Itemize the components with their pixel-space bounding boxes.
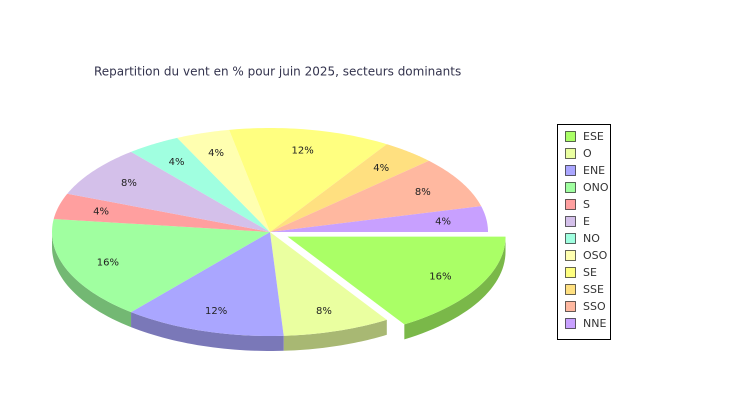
slice (131, 232, 284, 336)
data-label: 4% (208, 148, 224, 159)
slice-side (131, 312, 284, 351)
legend-label: O (583, 147, 592, 160)
legend-label: ONO (583, 181, 609, 194)
slice (270, 232, 387, 336)
legend-label: NO (583, 232, 600, 245)
data-label: 4% (435, 217, 451, 228)
slice (270, 160, 482, 232)
legend-swatch (565, 199, 576, 210)
slice (53, 193, 270, 232)
slice (270, 144, 429, 232)
slice (287, 236, 506, 325)
legend-swatch (565, 148, 576, 159)
legend-swatch (565, 131, 576, 142)
slice (177, 129, 270, 232)
legend-label: ESE (583, 130, 604, 143)
legend-label: OSO (583, 249, 608, 262)
legend-label: ENE (583, 164, 605, 177)
data-label: 4% (93, 206, 109, 217)
legend-swatch (565, 233, 576, 244)
data-label: 8% (415, 187, 431, 198)
slice (67, 151, 271, 232)
legend-swatch (565, 250, 576, 261)
slice-side (404, 236, 506, 340)
legend-label: SSE (583, 283, 604, 296)
chart-title: Repartition du vent en % pour juin 2025,… (94, 65, 461, 79)
legend-swatch (565, 301, 576, 312)
legend-label: E (583, 215, 590, 228)
legend-label: S (583, 198, 590, 211)
data-label: 16% (97, 258, 119, 269)
data-label: 4% (169, 157, 185, 168)
legend-swatch (565, 182, 576, 193)
legend-label: NNE (583, 317, 606, 330)
data-label: 8% (316, 306, 332, 317)
data-label: 16% (429, 272, 451, 283)
data-label: 12% (292, 145, 314, 156)
legend-swatch (565, 267, 576, 278)
slice (131, 137, 270, 232)
legend-swatch (565, 165, 576, 176)
slice (52, 218, 270, 313)
slice (229, 128, 387, 232)
legend-swatch (565, 216, 576, 227)
data-label: 12% (205, 306, 227, 317)
slice-side (283, 319, 387, 351)
data-label: 4% (373, 163, 389, 174)
legend-label: SSO (583, 300, 606, 313)
legend-swatch (565, 318, 576, 329)
data-label: 8% (121, 178, 137, 189)
legend-swatch (565, 284, 576, 295)
slice-side (52, 232, 132, 328)
legend-label: SE (583, 266, 597, 279)
slice (270, 206, 488, 232)
